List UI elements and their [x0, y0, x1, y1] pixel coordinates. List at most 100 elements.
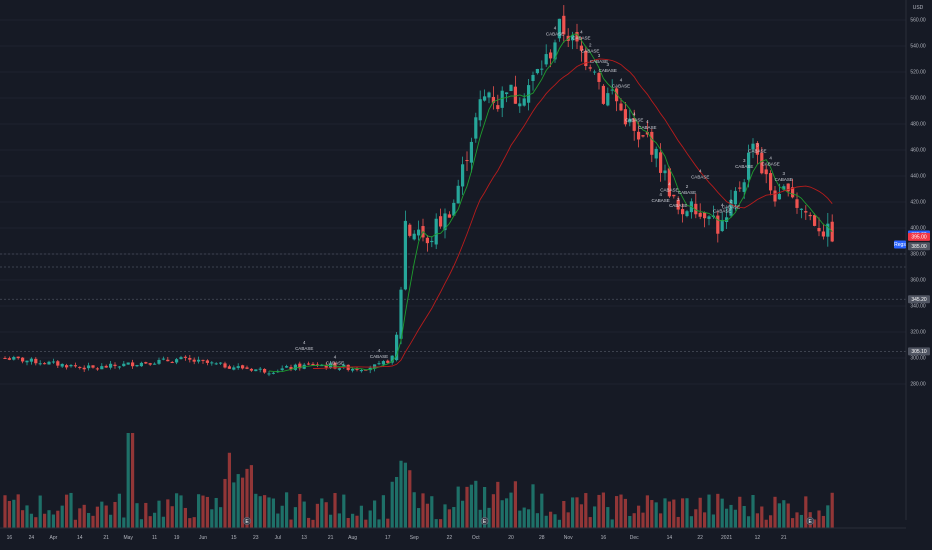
candle-body — [584, 51, 588, 67]
candle-body — [681, 209, 685, 215]
volume-bar — [3, 495, 7, 528]
candle-body — [474, 117, 478, 139]
time-axis[interactable]: 16 24 Apr 14 21 May 11 19 Jun 15 23 Jul 13 21 Aug 17 Sep… — [7, 535, 787, 541]
volume-bar — [830, 492, 834, 528]
candle-body — [161, 358, 165, 360]
event-marker — [480, 517, 489, 525]
volume-bar — [100, 501, 104, 528]
candle-body — [452, 202, 456, 216]
candle-body — [29, 358, 33, 362]
candle-body — [267, 373, 271, 375]
candle-body — [236, 366, 240, 368]
candle-body — [777, 193, 781, 200]
volume-bar — [769, 515, 773, 528]
time-tick-label: 21 — [103, 535, 109, 541]
annotation-number: 4 — [378, 348, 381, 353]
candle-body — [500, 90, 504, 108]
volume-bar — [258, 496, 262, 528]
candle-body — [148, 363, 152, 365]
volume-bar — [742, 505, 746, 528]
price-tick-label: 280.00 — [910, 382, 926, 388]
volume-bar — [82, 504, 86, 528]
volume-bar — [566, 512, 570, 528]
candle-body — [588, 67, 592, 69]
volume-bar — [390, 481, 394, 528]
volume-bar — [544, 515, 548, 528]
candle-body — [641, 135, 645, 137]
volume-bar — [21, 510, 25, 528]
candle-body — [434, 218, 438, 245]
candle-body — [315, 364, 319, 366]
volume-bar — [430, 496, 434, 528]
price-axis[interactable]: 280.00 300.00 320.00 340.00 360.00 380.00 400.… — [910, 18, 926, 388]
volume-bar — [663, 498, 667, 528]
event-marker-label: E — [245, 519, 249, 525]
candle-body — [342, 364, 346, 368]
volume-bar — [386, 518, 390, 528]
volume-bar — [747, 516, 751, 528]
candle-body — [461, 164, 465, 187]
candle-body — [443, 213, 447, 231]
time-tick-label: 21 — [328, 535, 334, 541]
candle-body — [166, 359, 170, 362]
volume-bar — [553, 514, 557, 528]
annotation-label: CABASE — [590, 59, 608, 64]
candle-body — [179, 357, 183, 360]
volume-bar — [117, 493, 121, 528]
candle-body — [496, 105, 500, 110]
volume-bar — [197, 494, 201, 528]
volume-bar — [650, 500, 654, 528]
volume-bar — [593, 506, 597, 528]
annotation-label: CABASE — [295, 346, 313, 351]
candle-body — [760, 152, 764, 174]
volume-bar — [782, 500, 786, 528]
candlesticks[interactable] — [3, 5, 834, 377]
volume-bar — [315, 503, 319, 528]
candle-body — [799, 208, 803, 210]
candle-body — [117, 366, 121, 368]
candle-body — [82, 367, 86, 370]
price-tick-label: 340.00 — [910, 304, 926, 310]
price-tick-label: 320.00 — [910, 330, 926, 336]
volume-bar — [597, 494, 601, 528]
volume-bar — [241, 477, 245, 528]
volume-bar — [192, 517, 196, 528]
volume-bar — [412, 492, 416, 528]
candle-body — [505, 92, 509, 95]
price-tick-label: 560.00 — [910, 18, 926, 24]
annotation-number: 4 — [554, 26, 557, 31]
volume-bar — [223, 478, 227, 528]
volume-bar — [87, 513, 91, 528]
candle-body — [258, 368, 262, 370]
volume-bar — [755, 513, 759, 528]
candle-body — [483, 96, 487, 101]
candle-body — [725, 217, 729, 222]
candle-body — [381, 361, 385, 365]
ma-slow-line — [313, 58, 833, 369]
candle-body — [73, 365, 77, 367]
volume-bar — [474, 480, 478, 528]
volume-bar — [377, 519, 381, 528]
annotation-label: CABASE — [775, 177, 793, 182]
volume-bar — [69, 492, 73, 528]
volume-bar — [509, 492, 513, 528]
volume-bar — [219, 507, 223, 528]
annotation-label: CABASE — [722, 205, 740, 210]
candle-body — [69, 365, 73, 367]
candle-body — [377, 363, 381, 365]
candle-body — [25, 360, 29, 363]
time-tick-label: Apr — [50, 535, 58, 541]
volume-bar — [527, 509, 531, 528]
candle-body — [672, 194, 676, 197]
candle-body — [324, 365, 328, 368]
candle-body — [553, 42, 557, 60]
candle-body — [157, 359, 161, 364]
candle-body — [549, 52, 553, 59]
volume-bar — [12, 499, 16, 528]
volume-bar — [531, 484, 535, 528]
candle-body — [245, 367, 249, 369]
volume-bar — [342, 494, 346, 528]
